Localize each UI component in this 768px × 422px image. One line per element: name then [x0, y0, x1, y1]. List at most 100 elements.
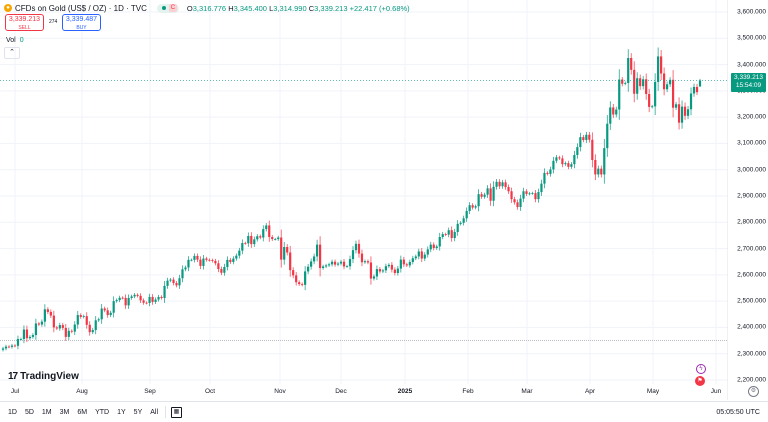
range-button-3m[interactable]: 3M: [59, 408, 70, 416]
candle-body: [636, 78, 639, 94]
candle-body: [534, 193, 537, 200]
candle-body: [516, 202, 519, 208]
candle-body: [609, 107, 612, 124]
candle-body: [19, 338, 23, 340]
candle-body: [438, 237, 441, 247]
candle-body: [333, 261, 337, 265]
candle-body: [166, 280, 169, 286]
candle-body: [247, 235, 250, 244]
candle-body: [342, 261, 346, 267]
time-tick-label: Sep: [144, 388, 156, 395]
ohlc-values: O3,316.776 H3,345.400 L3,314.990 C3,339.…: [186, 3, 410, 13]
settings-gear-icon[interactable]: ⚙: [748, 386, 759, 397]
candle-body: [426, 249, 429, 255]
time-tick-label: Oct: [204, 388, 216, 395]
candle-body: [390, 264, 393, 270]
sell-button[interactable]: 3,339.213 SELL: [5, 14, 44, 31]
candle-body: [163, 285, 166, 298]
candle-body: [301, 284, 304, 285]
volume-legend[interactable]: Vol 0: [6, 37, 24, 44]
candle-body: [615, 109, 618, 115]
range-button-all[interactable]: All: [150, 408, 159, 416]
candle-body: [594, 159, 597, 175]
candle-body: [85, 316, 88, 325]
candle-body: [339, 261, 343, 264]
range-button-5d[interactable]: 5D: [24, 408, 34, 416]
candle-body: [25, 329, 29, 339]
candle-body: [429, 244, 432, 250]
buy-price: 3,339.487: [65, 16, 98, 23]
candle-body: [145, 302, 148, 304]
candle-body: [564, 163, 567, 165]
range-button-6m[interactable]: 6M: [77, 408, 88, 416]
candle-body: [549, 169, 552, 174]
candle-body: [55, 327, 58, 329]
candle-body: [292, 270, 295, 276]
candle-body: [561, 158, 564, 165]
lightning-event-icon[interactable]: ϟ: [696, 364, 706, 374]
candle-body: [612, 107, 615, 115]
symbol-title[interactable]: CFDs on Gold (US$ / OZ) · 1D · TVC: [15, 3, 147, 13]
candle-body: [600, 168, 603, 175]
candle-body: [680, 106, 684, 123]
candle-body: [286, 246, 289, 253]
tradingview-logo[interactable]: 17 TradingView: [8, 371, 79, 382]
candle-body: [597, 168, 600, 175]
candle-body: [668, 79, 672, 85]
candle-body: [474, 206, 477, 208]
candle-body: [67, 330, 70, 337]
utc-clock[interactable]: 05:05:50 UTC: [716, 408, 760, 416]
range-button-ytd[interactable]: YTD: [95, 408, 110, 416]
range-button-1m[interactable]: 1M: [41, 408, 52, 416]
candle-body: [582, 137, 585, 141]
candle-body: [88, 324, 91, 333]
candle-body: [645, 79, 648, 95]
candle-body: [61, 325, 64, 328]
candle-body: [34, 323, 38, 336]
range-button-1d[interactable]: 1D: [8, 408, 17, 416]
candle-body: [208, 259, 211, 261]
candle-body: [214, 260, 217, 264]
range-button-1y[interactable]: 1Y: [117, 408, 126, 416]
range-button-5y[interactable]: 5Y: [133, 408, 143, 416]
us-economic-event-flag-icon[interactable]: ⚑: [695, 376, 705, 386]
candle-body: [22, 329, 26, 339]
candle-body: [169, 279, 172, 281]
price-tick-label: 3,600.000: [737, 8, 766, 16]
candle-body: [241, 243, 244, 251]
candle-body: [268, 225, 271, 238]
candle-body: [298, 282, 301, 285]
candle-body: [283, 246, 286, 260]
buy-button[interactable]: 3,339.487 BUY: [62, 14, 101, 31]
collapse-legend-button[interactable]: ⌃: [4, 47, 20, 59]
candle-body: [118, 297, 121, 301]
high-value: 3,345.400: [233, 3, 267, 13]
candle-body: [576, 147, 579, 155]
candle-body: [654, 81, 657, 107]
candle-body: [555, 157, 558, 161]
candle-body: [76, 315, 79, 325]
candle-body: [606, 123, 609, 149]
candle-body: [648, 94, 651, 107]
market-status-badge[interactable]: C: [156, 3, 179, 13]
price-tick-label: 3,100.000: [737, 139, 766, 147]
calendar-range-icon[interactable]: ▦: [171, 406, 183, 418]
candle-body: [262, 229, 265, 238]
candle-body: [112, 301, 115, 313]
candle-body: [519, 198, 522, 208]
candle-body: [217, 263, 220, 270]
candle-body: [444, 234, 447, 235]
candle-body: [97, 319, 100, 321]
candle-body: [1, 348, 5, 350]
candle-body: [7, 346, 11, 348]
tradingview-mark-icon: 17: [8, 371, 18, 382]
candle-body: [402, 259, 405, 265]
candle-body: [357, 243, 361, 254]
candle-body: [591, 139, 594, 160]
candle-body: [175, 283, 178, 286]
candle-body: [630, 58, 633, 70]
candle-body: [677, 104, 681, 123]
candle-body: [172, 279, 175, 284]
candle-body: [304, 271, 307, 285]
price-chart[interactable]: [0, 0, 728, 400]
